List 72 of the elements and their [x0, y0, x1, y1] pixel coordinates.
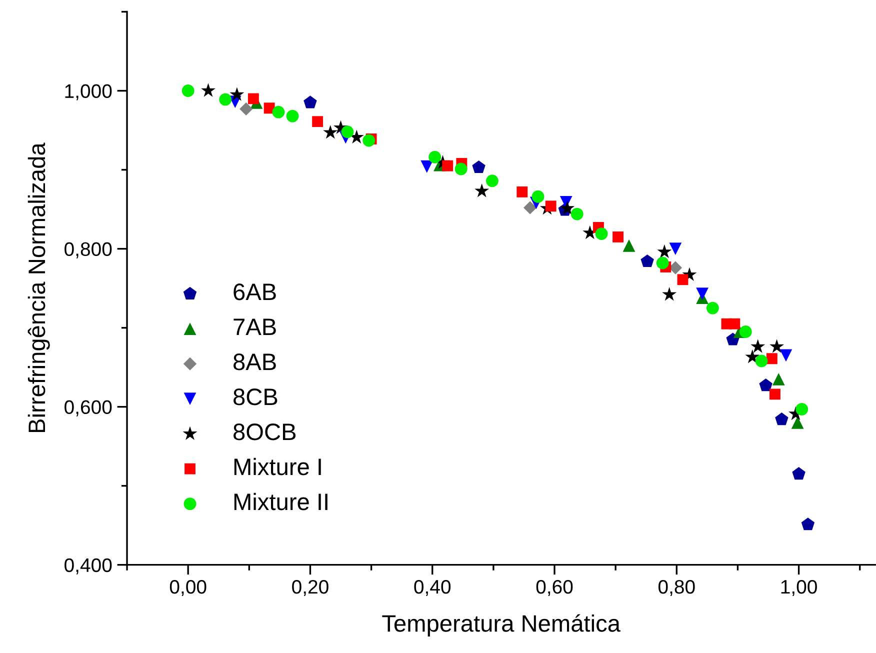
- point: [560, 200, 575, 215]
- point: [201, 83, 216, 97]
- point: [272, 106, 285, 118]
- point: [780, 349, 792, 362]
- legend-label: 8OCB: [234, 424, 296, 440]
- point: [240, 102, 253, 116]
- legend-label: 8AB: [234, 354, 276, 370]
- point: [442, 160, 454, 172]
- x-tick-label: 0,80: [658, 580, 695, 596]
- y-tick-label: 0,800: [64, 242, 112, 258]
- point: [791, 416, 804, 429]
- point: [248, 93, 259, 104]
- x-tick-label: 0,40: [414, 580, 451, 596]
- point: [796, 402, 808, 416]
- point: [772, 372, 785, 386]
- point: [474, 184, 490, 198]
- point: [739, 326, 752, 338]
- y-tick-label: 0,600: [64, 400, 112, 416]
- point: [323, 125, 338, 139]
- x-tick-label: 0,20: [292, 580, 328, 596]
- point: [516, 186, 528, 198]
- point: [745, 349, 760, 364]
- point: [219, 93, 232, 106]
- point: [454, 162, 468, 176]
- point: [759, 378, 772, 392]
- x-tick-label: 0,60: [536, 580, 573, 596]
- legend-label: Mixture II: [234, 492, 328, 510]
- y-tick-label: 1,000: [65, 84, 112, 100]
- point: [420, 160, 434, 173]
- point: [612, 231, 624, 242]
- point: [486, 174, 498, 188]
- point: [523, 201, 537, 214]
- point: [801, 518, 815, 530]
- point: [792, 467, 806, 480]
- legend-label: Mixture I: [234, 458, 321, 476]
- point: [595, 228, 608, 240]
- point: [696, 288, 709, 300]
- point: [570, 208, 584, 220]
- point: [750, 339, 766, 353]
- legend-label: 8CB: [234, 388, 278, 406]
- point: [312, 116, 324, 128]
- point: [770, 388, 780, 400]
- y-axis-title: Birrefringência Normalizada: [28, 142, 50, 432]
- point: [669, 242, 682, 256]
- point: [428, 150, 442, 164]
- y-tick-label: 0,400: [64, 558, 112, 574]
- point: [472, 160, 486, 174]
- point: [532, 190, 544, 203]
- point: [286, 110, 299, 122]
- x-tick-label: 0,00: [170, 580, 206, 596]
- point: [706, 302, 719, 314]
- point: [766, 353, 778, 364]
- point: [640, 254, 654, 268]
- point: [182, 84, 194, 97]
- x-tick-label: 1,00: [781, 580, 817, 596]
- point: [729, 318, 740, 330]
- point: [657, 244, 672, 258]
- point: [622, 239, 636, 252]
- point: [362, 134, 376, 147]
- point: [341, 126, 354, 138]
- legend-label: 7AB: [234, 318, 276, 336]
- point: [545, 200, 556, 212]
- point: [755, 354, 768, 368]
- x-axis-title: Temperatura Nemática: [382, 614, 620, 637]
- point: [656, 256, 669, 270]
- point: [662, 287, 677, 301]
- legend-label: 6AB: [234, 284, 276, 300]
- point: [775, 412, 788, 426]
- point: [230, 87, 244, 101]
- point: [677, 274, 688, 286]
- point: [304, 96, 317, 108]
- point: [770, 339, 784, 353]
